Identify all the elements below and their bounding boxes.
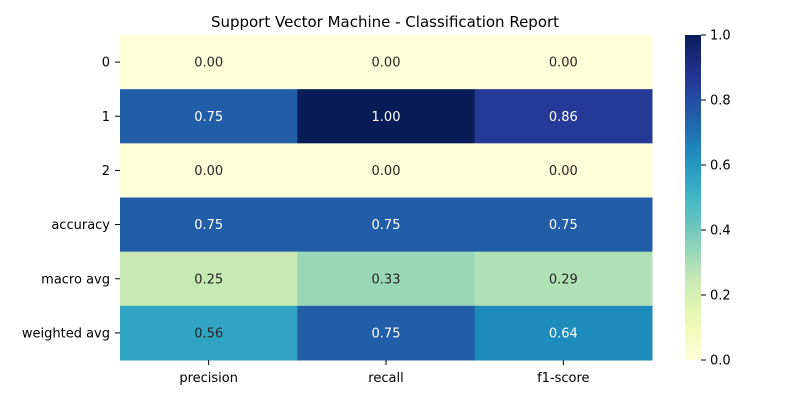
heatmap-cell <box>474 251 653 307</box>
colorbar-tick-label: 0.4 <box>710 224 731 239</box>
heatmap-cell <box>297 197 476 253</box>
cell-value-label: 0.75 <box>549 218 578 233</box>
heatmap-cell <box>297 143 476 198</box>
heatmap-cell <box>120 251 298 307</box>
colorbar-scale <box>685 35 701 360</box>
cell-value-label: 0.00 <box>372 164 401 179</box>
heatmap-cell <box>474 143 653 198</box>
y-tick-label: 1 <box>102 110 110 125</box>
colorbar-tick-label: 0.6 <box>710 159 731 174</box>
heatmap-cell <box>120 143 298 198</box>
heatmap-cell <box>297 251 476 307</box>
cell-value-label: 0.86 <box>549 110 578 125</box>
heatmap-cells <box>120 35 653 361</box>
cell-value-label: 0.00 <box>372 56 401 71</box>
heatmap-cell <box>474 305 653 361</box>
x-axis: precision recall f1-score <box>179 360 590 386</box>
x-tick-label: precision <box>179 371 238 386</box>
heatmap-cell <box>474 35 653 90</box>
colorbar-tick-label: 0.8 <box>710 94 731 109</box>
heatmap-cell <box>474 89 653 144</box>
colorbar: 0.0 0.2 0.4 0.6 0.8 1.0 <box>685 29 731 369</box>
x-tick-label: f1-score <box>537 371 589 386</box>
heatmap-cell <box>120 305 298 361</box>
cell-value-label: 0.00 <box>194 164 223 179</box>
x-tick-label: recall <box>368 371 403 386</box>
cell-value-label: 0.56 <box>194 326 223 341</box>
y-tick-label: 0 <box>102 56 110 71</box>
cell-value-label: 1.00 <box>372 110 401 125</box>
cell-value-label: 0.00 <box>549 164 578 179</box>
heatmap-cell <box>297 35 476 90</box>
cell-value-label: 0.33 <box>372 272 401 287</box>
heatmap-cell <box>474 197 653 253</box>
heatmap-cell <box>120 89 298 144</box>
y-tick-label: macro avg <box>41 272 110 287</box>
cell-value-label: 0.75 <box>194 218 223 233</box>
cell-value-label: 0.00 <box>194 56 223 71</box>
heatmap-cell <box>120 35 298 90</box>
cell-value-label: 0.75 <box>372 218 401 233</box>
cell-value-label: 0.00 <box>549 56 578 71</box>
colorbar-tick-label: 1.0 <box>710 29 731 44</box>
y-axis: 0 1 2 accuracy macro avg weighted avg <box>22 56 120 341</box>
cell-value-label: 0.75 <box>372 326 401 341</box>
cell-value-label: 0.25 <box>194 272 223 287</box>
heatmap-cell-labels: 0.00 0.00 0.00 0.75 1.00 0.86 0.00 0.00 0.00 0.75… <box>194 56 578 342</box>
heatmap-cell <box>297 89 476 144</box>
colorbar-tick-label: 0.2 <box>710 289 731 304</box>
heatmap-cell <box>120 197 298 253</box>
y-tick-label: accuracy <box>51 218 110 233</box>
cell-value-label: 0.29 <box>549 272 578 287</box>
cell-value-label: 0.64 <box>549 326 578 341</box>
colorbar-tick-label: 0.0 <box>710 354 731 369</box>
chart-title: Support Vector Machine - Classification … <box>211 13 559 31</box>
heatmap-cell <box>297 305 476 361</box>
y-tick-label: weighted avg <box>22 326 110 341</box>
cell-value-label: 0.75 <box>194 110 223 125</box>
y-tick-label: 2 <box>102 164 110 179</box>
